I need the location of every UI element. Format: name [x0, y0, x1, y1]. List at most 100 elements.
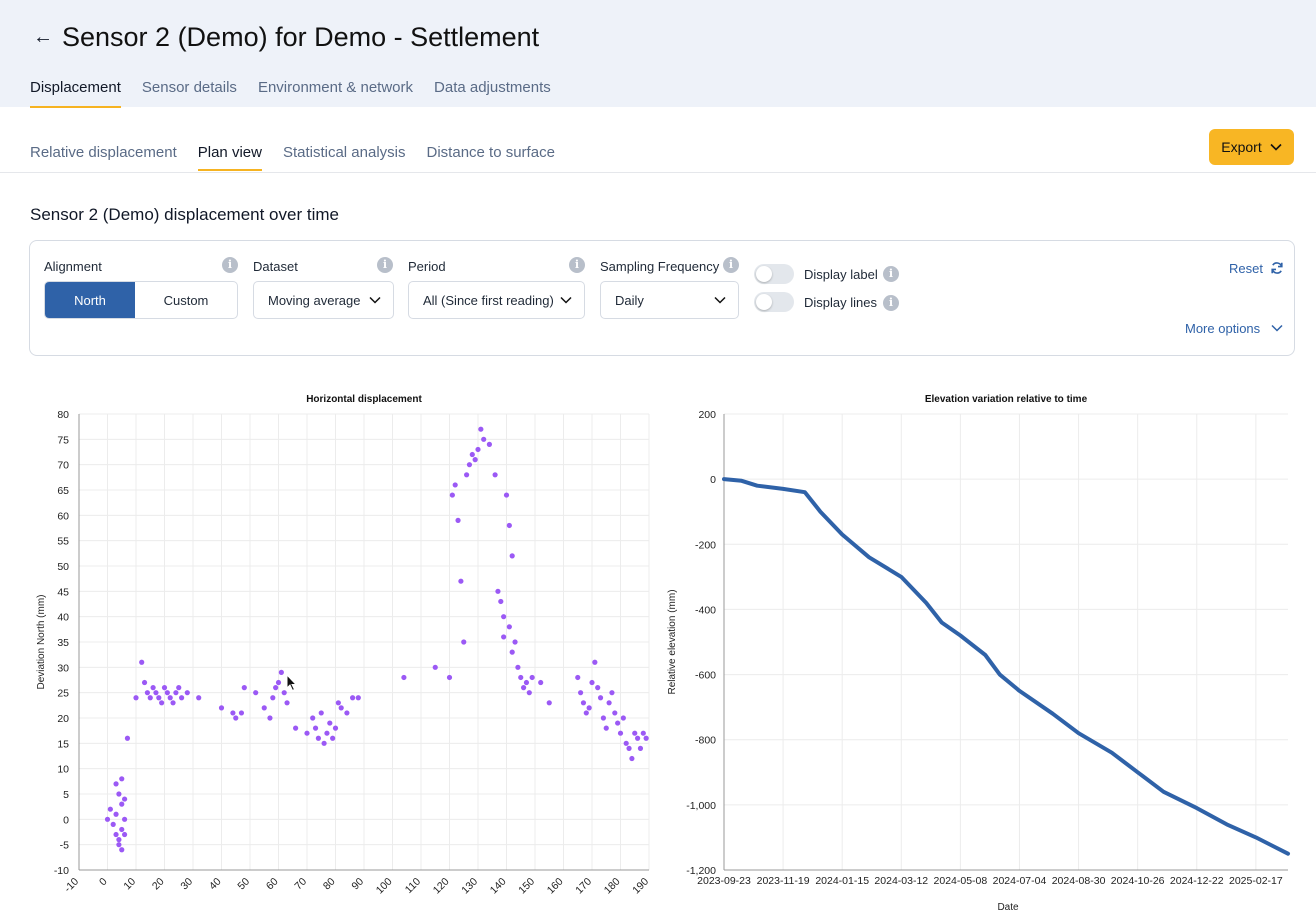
y-tick-label: 45: [57, 586, 69, 598]
scatter-point: [515, 664, 521, 670]
y-tick-label: -1,200: [686, 865, 716, 877]
subtab-statistical-analysis[interactable]: Statistical analysis: [282, 144, 406, 161]
scatter-point: [230, 710, 236, 716]
display-lines-toggle[interactable]: [754, 292, 794, 312]
x-tick-label: 80: [321, 876, 338, 893]
scatter-point: [612, 710, 618, 716]
display-label-toggle[interactable]: [754, 264, 794, 284]
scatter-point: [506, 624, 512, 630]
subtab-plan-view[interactable]: Plan view: [197, 144, 262, 171]
scatter-point: [233, 715, 239, 721]
tab-environment-network[interactable]: Environment & network: [257, 79, 414, 96]
tab-data-adjustments[interactable]: Data adjustments: [434, 79, 551, 96]
subtab-relative-displacement[interactable]: Relative displacement: [30, 144, 177, 161]
scatter-point: [623, 740, 629, 746]
page-title: Sensor 2 (Demo) for Demo - Settlement: [62, 22, 539, 53]
x-tick-label: 2024-08-30: [1052, 875, 1106, 887]
info-icon[interactable]: i: [883, 266, 899, 282]
alignment-custom-button[interactable]: Custom: [163, 292, 209, 308]
scatter-point: [580, 700, 587, 706]
info-icon[interactable]: i: [723, 257, 739, 273]
scatter-point: [632, 730, 638, 736]
dataset-value: Moving average: [268, 292, 361, 308]
scatter-point: [116, 837, 122, 843]
scatter-point: [312, 725, 319, 731]
scatter-point: [284, 700, 290, 706]
chevron-down-icon: [369, 296, 381, 304]
scatter-point: [469, 451, 475, 458]
y-tick-label: 200: [698, 409, 716, 421]
y-tick-label: 65: [57, 485, 69, 497]
info-icon[interactable]: i: [569, 257, 585, 273]
info-icon[interactable]: i: [377, 257, 393, 273]
sensor-name: Sensor 2 (Demo): [62, 22, 268, 52]
scatter-point: [478, 426, 484, 432]
scatter-point: [512, 639, 518, 645]
scatter-point: [458, 578, 464, 584]
info-icon[interactable]: i: [222, 257, 238, 273]
scatter-point: [501, 634, 507, 640]
sampling-select[interactable]: Daily: [600, 281, 739, 319]
x-tick-label: 10: [121, 876, 138, 893]
x-tick-label: 20: [150, 876, 167, 893]
scatter-point: [589, 679, 595, 686]
arrow-left-icon[interactable]: ←: [33, 26, 53, 48]
scatter-point: [509, 649, 515, 655]
x-tick-label: 150: [516, 876, 537, 897]
scatter-point: [529, 674, 535, 681]
scatter-point: [167, 695, 173, 701]
scatter-point: [293, 725, 299, 731]
alignment-label: Alignment: [44, 259, 102, 274]
scatter-point: [492, 472, 498, 478]
dataset-select[interactable]: Moving average: [253, 281, 394, 319]
scatter-point: [164, 690, 170, 696]
scatter-point: [501, 614, 507, 620]
tab-displacement[interactable]: Displacement: [30, 79, 121, 108]
y-tick-label: 30: [57, 662, 69, 674]
y-tick-label: 0: [710, 474, 716, 486]
scatter-point: [315, 735, 321, 741]
scatter-point: [270, 695, 276, 701]
x-tick-label: 70: [292, 876, 309, 893]
scatter-point: [578, 690, 584, 696]
scatter-point: [324, 730, 330, 736]
x-axis-label: Date: [997, 902, 1019, 911]
chevron-down-icon: [1270, 143, 1282, 151]
chevron-down-icon[interactable]: [1271, 323, 1283, 333]
x-tick-label: 2024-01-15: [815, 875, 869, 887]
scatter-point: [161, 685, 168, 691]
x-tick-label: 190: [630, 876, 651, 897]
period-select[interactable]: All (Since first reading): [408, 281, 585, 319]
y-tick-label: -200: [695, 539, 716, 551]
y-tick-label: 55: [57, 536, 69, 548]
reset-button[interactable]: Reset: [1229, 261, 1263, 276]
x-tick-label: 110: [403, 876, 423, 896]
x-tick-label: -10: [62, 876, 81, 895]
subtab-distance-to-surface[interactable]: Distance to surface: [426, 144, 555, 161]
scatter-point: [452, 482, 458, 488]
scatter-point: [119, 826, 125, 833]
scatter-point: [446, 674, 453, 681]
x-tick-label: 50: [235, 876, 252, 893]
alignment-north-button[interactable]: North: [45, 282, 135, 318]
more-options-button[interactable]: More options: [1185, 321, 1261, 336]
info-icon[interactable]: i: [883, 295, 899, 311]
scatter-point: [344, 710, 350, 716]
x-tick-label: 2024-03-12: [874, 875, 928, 887]
tab-sensor-details[interactable]: Sensor details: [141, 79, 237, 96]
alignment-toggle: North Custom: [44, 281, 238, 319]
scatter-point: [170, 700, 176, 706]
y-tick-label: -800: [695, 735, 716, 747]
scatter-point: [173, 690, 179, 696]
scatter-point: [643, 735, 649, 741]
scatter-point: [327, 720, 333, 726]
scatter-point: [597, 695, 604, 701]
scatter-point: [495, 588, 501, 594]
scatter-point: [586, 705, 592, 711]
export-button[interactable]: Export: [1209, 129, 1294, 165]
scatter-point: [472, 457, 478, 463]
refresh-icon[interactable]: [1270, 261, 1284, 275]
x-tick-label: 2024-07-04: [993, 875, 1047, 887]
section-title: Sensor 2 (Demo) displacement over time: [30, 205, 339, 224]
x-tick-label: 40: [207, 876, 224, 893]
